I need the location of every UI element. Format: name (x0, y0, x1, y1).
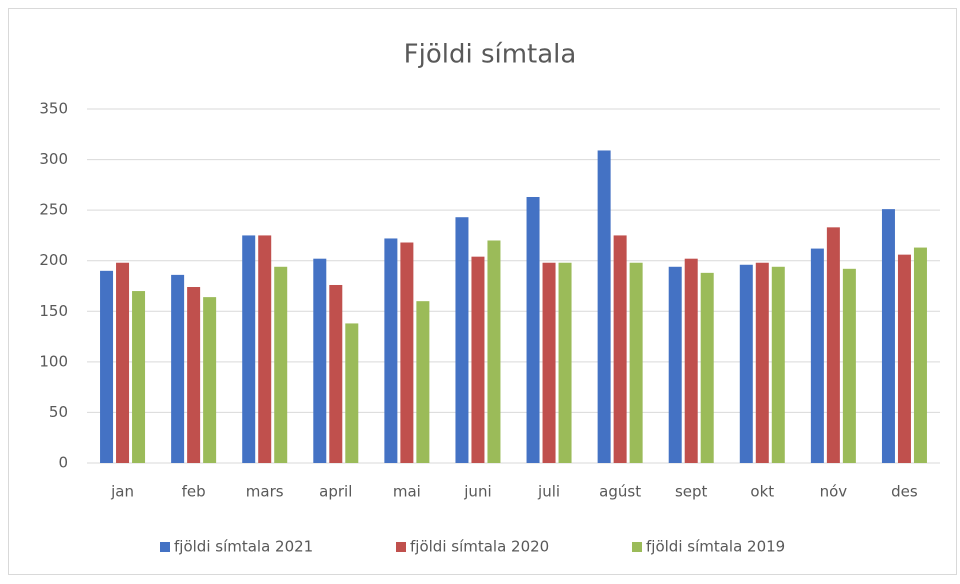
bar (542, 262, 556, 463)
bar (187, 287, 201, 463)
bar (487, 240, 501, 463)
bar (755, 262, 769, 463)
legend-swatch (632, 542, 642, 552)
bar (471, 256, 485, 463)
bar (771, 266, 785, 463)
bar (881, 209, 895, 463)
bar (203, 297, 217, 463)
x-tick-label: agúst (599, 483, 641, 501)
bar (132, 291, 146, 463)
bar (258, 235, 272, 463)
bar (684, 258, 698, 463)
y-tick-label: 150 (39, 302, 68, 320)
bar (313, 258, 327, 463)
bar (345, 323, 359, 463)
x-tick-label: okt (750, 483, 774, 501)
bar (842, 268, 856, 463)
x-tick-label: sept (675, 483, 708, 501)
bar (897, 254, 911, 463)
bar (826, 227, 840, 463)
legend-swatch (396, 542, 406, 552)
y-tick-label: 350 (39, 100, 68, 118)
y-tick-label: 250 (39, 201, 68, 219)
bar (558, 262, 572, 463)
bar (455, 217, 469, 463)
bar (739, 264, 753, 463)
bar (116, 262, 130, 463)
x-tick-label: jan (110, 483, 134, 501)
x-tick-label: des (891, 483, 918, 501)
bar (416, 301, 430, 463)
x-tick-label: mars (246, 483, 284, 501)
y-tick-label: 200 (39, 251, 68, 269)
y-tick-label: 300 (39, 150, 68, 168)
bar (629, 262, 643, 463)
legend-label: fjöldi símtala 2020 (410, 538, 549, 556)
bar (913, 247, 927, 463)
bar (274, 266, 288, 463)
bar (526, 196, 540, 463)
bar (242, 235, 256, 463)
bar (400, 242, 414, 463)
bar (100, 270, 114, 463)
x-tick-label: juli (537, 483, 560, 501)
legend-label: fjöldi símtala 2021 (174, 538, 313, 556)
y-tick-label: 100 (39, 352, 68, 370)
bar (597, 150, 611, 463)
bar (171, 274, 185, 463)
legend-swatch (160, 542, 170, 552)
bar (810, 248, 824, 463)
bar (384, 238, 398, 463)
y-tick-label: 0 (58, 454, 68, 472)
x-tick-label: april (319, 483, 352, 501)
x-tick-label: feb (182, 483, 206, 501)
x-tick-label: mai (393, 483, 421, 501)
x-tick-label: nóv (820, 483, 848, 501)
x-tick-label: juni (463, 483, 491, 501)
bar (329, 284, 343, 463)
bar (613, 235, 627, 463)
chart-title: Fjöldi símtala (404, 40, 577, 70)
bar (668, 266, 682, 463)
y-tick-label: 50 (49, 403, 68, 421)
legend-label: fjöldi símtala 2019 (646, 538, 785, 556)
bar (700, 272, 714, 463)
